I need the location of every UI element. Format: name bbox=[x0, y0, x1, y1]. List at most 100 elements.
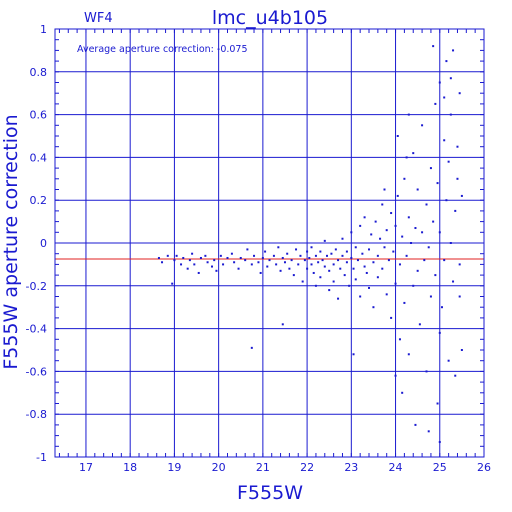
data-point bbox=[279, 269, 282, 272]
data-point bbox=[454, 374, 457, 377]
data-point bbox=[286, 252, 289, 255]
data-point bbox=[264, 250, 267, 253]
data-point bbox=[350, 231, 353, 234]
x-tick-label: 26 bbox=[477, 461, 491, 474]
data-point bbox=[197, 271, 200, 274]
data-point bbox=[407, 353, 410, 356]
data-point bbox=[239, 256, 242, 259]
data-point bbox=[173, 259, 176, 262]
data-point bbox=[376, 276, 379, 279]
data-point bbox=[458, 295, 461, 298]
data-point bbox=[363, 265, 366, 268]
data-point bbox=[407, 113, 410, 116]
data-point bbox=[447, 160, 450, 163]
data-point bbox=[323, 239, 326, 242]
data-point bbox=[443, 139, 446, 142]
data-point bbox=[449, 242, 452, 244]
data-point bbox=[458, 92, 461, 95]
data-point bbox=[374, 220, 377, 223]
data-point bbox=[281, 323, 284, 326]
data-point bbox=[312, 271, 315, 274]
data-point bbox=[372, 261, 375, 264]
data-point bbox=[418, 323, 421, 326]
data-point bbox=[253, 254, 256, 257]
data-point bbox=[412, 284, 415, 287]
data-point bbox=[440, 306, 443, 309]
data-point bbox=[394, 224, 397, 227]
data-point bbox=[175, 254, 178, 257]
data-point bbox=[244, 259, 247, 262]
x-axis-title: F555W bbox=[237, 482, 303, 504]
data-point bbox=[436, 182, 439, 185]
data-point bbox=[352, 353, 355, 356]
data-point bbox=[303, 259, 306, 262]
data-point bbox=[310, 246, 313, 249]
data-point bbox=[337, 259, 340, 262]
data-point bbox=[233, 261, 236, 264]
data-point bbox=[259, 271, 262, 274]
data-point bbox=[272, 254, 275, 257]
data-point bbox=[361, 252, 364, 255]
data-point bbox=[171, 282, 174, 285]
data-point bbox=[401, 235, 404, 238]
data-point bbox=[191, 252, 194, 255]
x-tick-label: 20 bbox=[212, 461, 226, 474]
data-point bbox=[427, 246, 430, 249]
x-tick-label: 25 bbox=[433, 461, 447, 474]
data-point bbox=[394, 374, 397, 377]
data-point bbox=[334, 248, 337, 251]
data-point bbox=[365, 271, 368, 274]
data-point bbox=[405, 156, 408, 159]
data-point bbox=[204, 254, 207, 257]
data-point bbox=[379, 237, 382, 240]
data-point bbox=[449, 77, 452, 80]
data-point bbox=[412, 152, 415, 155]
panel-label: WF4 bbox=[84, 11, 113, 26]
data-point bbox=[188, 259, 191, 262]
data-point bbox=[277, 246, 280, 249]
data-point bbox=[306, 267, 309, 270]
x-tick-label: 22 bbox=[300, 461, 314, 474]
data-point bbox=[299, 254, 302, 257]
data-point bbox=[237, 267, 240, 270]
data-point bbox=[416, 188, 419, 191]
chart-title: lmc_u4b105 bbox=[212, 7, 328, 29]
data-point bbox=[385, 229, 388, 232]
average-annotation: Average aperture correction: -0.075 bbox=[77, 44, 248, 55]
data-point bbox=[250, 346, 253, 349]
y-tick-label: 0 bbox=[40, 237, 47, 250]
plot-border bbox=[54, 28, 485, 458]
data-point bbox=[460, 194, 463, 197]
y-tick-label: 1 bbox=[40, 23, 47, 36]
data-point bbox=[325, 254, 328, 257]
data-point bbox=[292, 274, 295, 277]
data-point bbox=[283, 261, 286, 264]
data-point bbox=[321, 259, 324, 262]
data-point bbox=[266, 265, 269, 268]
y-tick-labels: -1 -0.8 -0.6 -0.4 -0.2 0 0.2 0.4 0.6 0.8 1 bbox=[26, 23, 47, 464]
data-point bbox=[376, 254, 379, 257]
data-point bbox=[398, 338, 401, 341]
data-point bbox=[429, 295, 432, 298]
data-point bbox=[211, 265, 214, 268]
data-point bbox=[222, 263, 225, 266]
data-point bbox=[306, 250, 309, 253]
data-point bbox=[447, 359, 450, 362]
data-point bbox=[348, 284, 351, 287]
y-tick-label: 0.4 bbox=[30, 151, 48, 164]
data-point bbox=[250, 263, 253, 266]
data-point bbox=[443, 96, 446, 99]
data-point bbox=[403, 301, 406, 304]
data-point bbox=[332, 263, 335, 266]
data-point bbox=[438, 231, 441, 234]
data-point bbox=[246, 248, 249, 251]
data-point bbox=[438, 441, 441, 444]
data-point bbox=[268, 259, 271, 262]
data-point bbox=[410, 242, 413, 244]
data-point bbox=[381, 267, 384, 270]
data-point bbox=[186, 267, 189, 270]
y-tick-label: -1 bbox=[36, 451, 47, 464]
data-point bbox=[381, 203, 384, 206]
data-point bbox=[452, 49, 455, 52]
data-point bbox=[206, 261, 209, 264]
